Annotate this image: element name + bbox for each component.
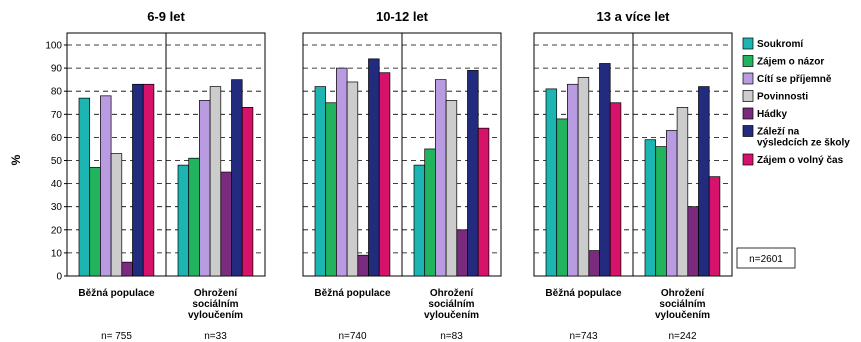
bar <box>655 146 667 277</box>
legend-label: Zájem o názor <box>757 57 824 68</box>
bar <box>209 86 222 277</box>
y-tick-label: 40 <box>51 179 63 190</box>
panel-title-0: 6-9 let <box>147 9 185 24</box>
bar <box>220 171 232 277</box>
bar <box>445 100 458 277</box>
legend-label: Povinnosti <box>757 92 808 103</box>
category-label: sociálním <box>428 299 474 310</box>
bar <box>121 261 133 277</box>
panel-title-1: 10-12 let <box>376 9 429 24</box>
legend-swatch <box>742 125 754 137</box>
bar <box>588 250 600 277</box>
category-label: Ohrožení <box>661 288 706 299</box>
y-tick-label: 80 <box>51 87 63 98</box>
n-label: n=740 <box>338 331 367 342</box>
bar <box>435 79 447 277</box>
category-label: vyloučením <box>188 310 243 321</box>
bar <box>357 254 369 277</box>
category-label: sociálním <box>659 299 705 310</box>
bar <box>609 102 622 277</box>
total-n-label: n=2601 <box>749 254 783 265</box>
bar <box>708 176 721 277</box>
bar <box>556 118 568 277</box>
legend-label: Soukromí <box>757 39 804 50</box>
bar <box>346 81 359 277</box>
category-label: Ohrožení <box>430 288 475 299</box>
bar <box>666 130 678 277</box>
bar <box>132 83 144 277</box>
y-tick-label: 70 <box>51 110 63 121</box>
n-label: n=33 <box>204 331 227 342</box>
legend-swatch <box>742 153 754 166</box>
bar <box>467 70 479 277</box>
legend-label: výsledcích ze školy <box>757 138 850 149</box>
y-tick-label: 100 <box>45 41 62 52</box>
legend-swatch <box>742 107 754 120</box>
legend-swatch <box>742 72 754 85</box>
bar <box>325 102 337 277</box>
bar <box>177 164 190 277</box>
bar <box>599 63 611 277</box>
n-label: n=242 <box>668 331 697 342</box>
bar <box>231 79 243 277</box>
legend-swatch <box>742 90 754 102</box>
bar <box>477 127 490 277</box>
bar <box>78 97 91 277</box>
total-n-box <box>736 247 796 269</box>
bar <box>676 107 689 277</box>
y-tick-label: 0 <box>56 272 62 283</box>
legend-label: Zájem o volný čas <box>757 155 844 166</box>
category-label: vyloučením <box>424 310 479 321</box>
bar <box>89 167 101 277</box>
y-tick-label: 90 <box>51 64 63 75</box>
y-tick-label: 30 <box>51 202 63 213</box>
bar <box>687 206 699 277</box>
legend-label: Cítí se příjemně <box>757 74 832 85</box>
bar <box>110 153 123 277</box>
bar <box>698 86 710 277</box>
bar <box>199 100 211 277</box>
bar <box>100 95 112 277</box>
legend-label: Záleží na <box>757 127 800 138</box>
bar <box>188 157 200 277</box>
legend-swatch <box>742 37 754 50</box>
category-label: Běžná populace <box>545 288 622 299</box>
bar <box>142 83 155 277</box>
bar <box>413 164 426 277</box>
bar <box>567 83 579 277</box>
n-label: n= 755 <box>101 331 132 342</box>
category-label: Ohrožení <box>194 288 239 299</box>
bar <box>241 107 254 277</box>
y-axis-label: % <box>9 154 23 165</box>
n-label: n=743 <box>569 331 598 342</box>
bar <box>424 148 436 277</box>
category-label: sociálním <box>192 299 238 310</box>
category-label: Běžná populace <box>314 288 391 299</box>
bar <box>378 72 391 277</box>
y-tick-label: 20 <box>51 225 63 236</box>
bar <box>545 88 558 277</box>
bar <box>314 86 327 277</box>
panel-title-2: 13 a více let <box>597 9 671 24</box>
bar <box>368 58 380 277</box>
bar <box>577 76 590 277</box>
y-tick-label: 60 <box>51 133 63 144</box>
bar <box>456 229 468 277</box>
category-label: vyloučením <box>655 310 710 321</box>
category-label: Běžná populace <box>78 288 155 299</box>
n-label: n=83 <box>440 331 463 342</box>
legend-swatch <box>742 55 754 67</box>
y-tick-label: 50 <box>51 156 63 167</box>
legend-label: Hádky <box>757 109 787 120</box>
bar <box>336 67 348 277</box>
bar <box>644 139 657 277</box>
y-tick-label: 10 <box>51 248 63 259</box>
